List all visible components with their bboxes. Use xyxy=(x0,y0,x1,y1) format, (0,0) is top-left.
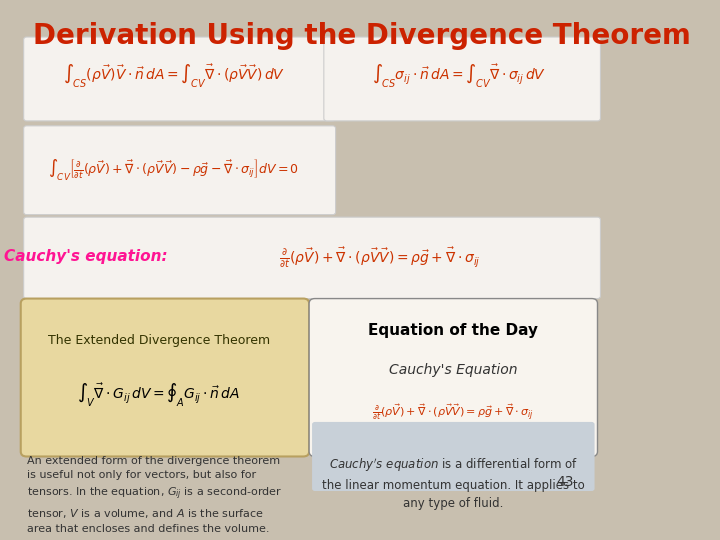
FancyBboxPatch shape xyxy=(21,299,309,456)
Text: An extended form of the divergence theorem
is useful not only for vectors, but a: An extended form of the divergence theor… xyxy=(27,456,282,534)
FancyBboxPatch shape xyxy=(309,299,598,456)
FancyBboxPatch shape xyxy=(312,422,595,491)
FancyBboxPatch shape xyxy=(24,217,600,299)
Text: $\int_{CS}\sigma_{ij}\cdot\vec{n}\,dA = \int_{CV}\vec{\nabla}\cdot\sigma_{ij}\,d: $\int_{CS}\sigma_{ij}\cdot\vec{n}\,dA = … xyxy=(372,63,546,90)
Text: Cauchy's equation:: Cauchy's equation: xyxy=(4,249,167,264)
Text: $\int_{CS}(\rho\vec{V})\vec{V}\cdot\vec{n}\,dA = \int_{CV}\vec{\nabla}\cdot(\rho: $\int_{CS}(\rho\vec{V})\vec{V}\cdot\vec{… xyxy=(63,63,285,90)
FancyBboxPatch shape xyxy=(24,126,336,215)
Text: $\frac{\partial}{\partial t}(\rho\vec{V}) + \vec{\nabla}\cdot(\rho\vec{V}\vec{V}: $\frac{\partial}{\partial t}(\rho\vec{V}… xyxy=(372,402,534,422)
Text: The Extended Divergence Theorem: The Extended Divergence Theorem xyxy=(48,334,270,347)
Text: 43: 43 xyxy=(557,475,574,489)
Text: $\frac{\partial}{\partial t}(\rho\vec{V}) + \vec{\nabla}\cdot(\rho\vec{V}\vec{V}: $\frac{\partial}{\partial t}(\rho\vec{V}… xyxy=(279,246,480,270)
Text: $\int_V \vec{\nabla}\cdot G_{ij}\,dV = \oint_A G_{ij}\cdot\vec{n}\,dA$: $\int_V \vec{\nabla}\cdot G_{ij}\,dV = \… xyxy=(78,381,240,409)
Text: $\int_{CV}\left[\frac{\partial}{\partial t}(\rho\vec{V}) + \vec{\nabla}\cdot(\rh: $\int_{CV}\left[\frac{\partial}{\partial… xyxy=(48,158,300,183)
Text: $\it{Cauchy's\ equation}$ is a differential form of
the linear momentum equation: $\it{Cauchy's\ equation}$ is a different… xyxy=(322,456,585,510)
Text: Equation of the Day: Equation of the Day xyxy=(369,323,539,338)
Text: Derivation Using the Divergence Theorem: Derivation Using the Divergence Theorem xyxy=(32,22,690,50)
Text: Cauchy's Equation: Cauchy's Equation xyxy=(389,363,518,377)
FancyBboxPatch shape xyxy=(324,37,600,121)
FancyBboxPatch shape xyxy=(24,37,336,121)
